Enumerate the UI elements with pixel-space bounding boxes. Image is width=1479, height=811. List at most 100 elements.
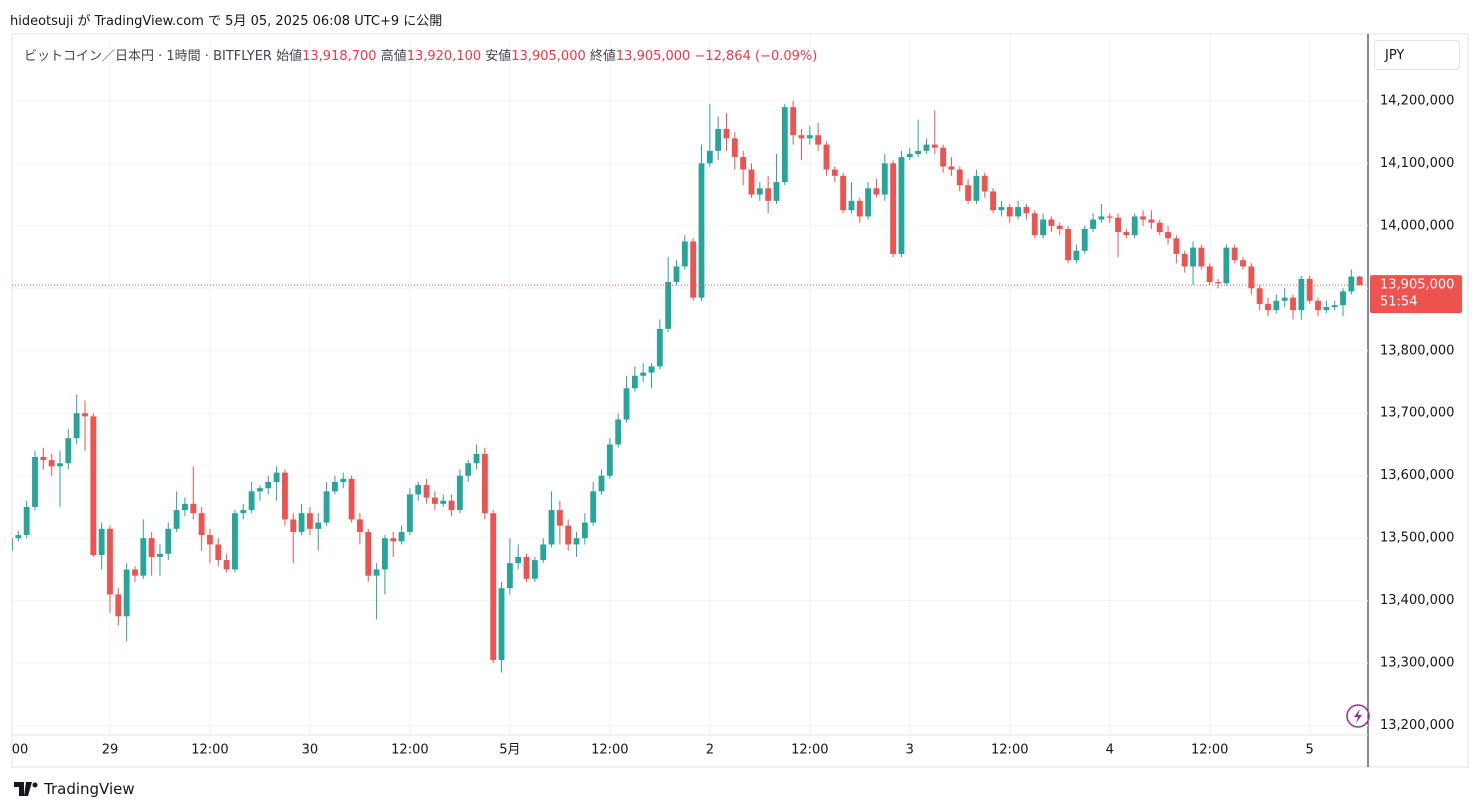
candle-body <box>715 128 722 151</box>
candle-body <box>298 513 305 532</box>
candle-body <box>1331 305 1338 308</box>
x-tick-label: 3 <box>906 743 914 758</box>
candle-body <box>881 163 888 195</box>
y-tick-label: 13,400,000 <box>1380 593 1454 608</box>
candle-body <box>57 463 63 467</box>
candle-body <box>1040 219 1046 236</box>
candle-body <box>381 538 388 570</box>
close-label: 終値 <box>589 49 616 64</box>
candle-body <box>740 157 747 170</box>
candle-body <box>390 538 397 542</box>
candle-body <box>1248 266 1255 289</box>
candle-body <box>981 175 988 192</box>
candle-body <box>340 478 347 482</box>
candle-body <box>940 147 947 167</box>
lightning-icon-bolt <box>1354 709 1362 723</box>
candle-body <box>373 569 380 576</box>
candle-body <box>48 460 55 467</box>
candle-body <box>1223 247 1230 284</box>
high-label: 高値 <box>380 49 407 64</box>
candle-body <box>398 531 405 542</box>
low: 13,905,000 <box>511 49 586 64</box>
x-tick-label: 5 <box>1306 743 1314 758</box>
high: 13,920,100 <box>406 49 482 64</box>
candle-body <box>332 481 338 492</box>
candle-body <box>98 528 105 556</box>
candle-body <box>65 438 72 464</box>
x-tick-label: 5月 <box>499 743 520 758</box>
candle-body <box>698 163 705 298</box>
candle-body <box>681 241 688 267</box>
candle-body <box>273 472 280 482</box>
price-tag-label: 13,905,000 <box>1380 278 1454 293</box>
candle-body <box>873 188 880 195</box>
x-tick-label: 12:00 <box>391 743 428 758</box>
candle-body <box>23 506 30 536</box>
candle-body <box>1206 266 1213 283</box>
candle-body <box>348 478 355 520</box>
candle-body <box>1273 300 1280 311</box>
candle-body <box>315 522 322 529</box>
candle-body <box>456 475 463 511</box>
candle-body <box>1173 238 1180 254</box>
candle-body <box>606 444 613 476</box>
lightning-icon[interactable] <box>1346 704 1370 728</box>
candle-body <box>756 188 763 195</box>
candle-body <box>690 241 697 298</box>
candle-body <box>865 188 872 217</box>
candle-body <box>1190 247 1196 267</box>
candle-body <box>1031 213 1038 236</box>
currency-button[interactable]: JPY <box>1374 40 1460 70</box>
candle-body <box>848 200 855 211</box>
candle-body <box>1073 250 1080 261</box>
symbol: ビットコイン／日本円 · 1時間 · BITFLYER <box>24 49 272 64</box>
candle-body <box>1006 207 1013 217</box>
y-tick-label: 14,200,000 <box>1380 93 1454 108</box>
candle-body <box>540 544 547 561</box>
candle-body <box>240 510 247 514</box>
candle-body <box>1348 276 1355 292</box>
x-tick-label: 12:00 <box>1191 743 1228 758</box>
candle-body <box>406 494 413 532</box>
candle-body <box>115 594 122 617</box>
candle-body <box>215 544 222 561</box>
candle-body <box>1115 217 1121 233</box>
candle-body <box>248 491 255 511</box>
x-tick-label: 29 <box>102 743 119 758</box>
x-tick-label: 00 <box>12 743 29 758</box>
candle-body <box>898 157 905 254</box>
candle-body <box>1323 307 1330 311</box>
candle-body <box>223 560 230 570</box>
candle-body <box>815 135 822 145</box>
candle-body <box>965 185 972 201</box>
candle-body <box>723 128 730 139</box>
candle-body <box>515 556 522 564</box>
y-tick-label: 13,700,000 <box>1380 406 1454 421</box>
candle-body <box>132 569 138 576</box>
logo <box>14 782 38 796</box>
change: −12,864 (−0.09%) <box>694 49 818 64</box>
close: 13,905,000 <box>615 49 691 64</box>
candle-body <box>365 531 372 576</box>
candle-body <box>90 416 97 556</box>
legend: ビットコイン／日本円 · 1時間 · BITFLYER 始値13,918,700… <box>24 45 817 64</box>
candle-body <box>1315 300 1321 311</box>
y-tick-label: 13,200,000 <box>1380 718 1454 733</box>
candle-body <box>831 169 838 176</box>
candle-body <box>1165 232 1171 239</box>
candle-body <box>648 366 655 373</box>
candle-body <box>1306 278 1313 301</box>
candle-body <box>481 453 488 514</box>
candle-body <box>290 519 297 532</box>
candle-body <box>123 569 130 617</box>
candle-body <box>923 144 930 151</box>
candle-body <box>232 513 238 570</box>
candle-body <box>490 513 497 661</box>
y-tick-label: 13,500,000 <box>1380 531 1454 546</box>
candle-body <box>806 135 813 139</box>
candle-body <box>856 200 863 217</box>
candle-body <box>1265 303 1271 311</box>
candle-body <box>1098 216 1105 220</box>
candle-body <box>598 475 605 492</box>
